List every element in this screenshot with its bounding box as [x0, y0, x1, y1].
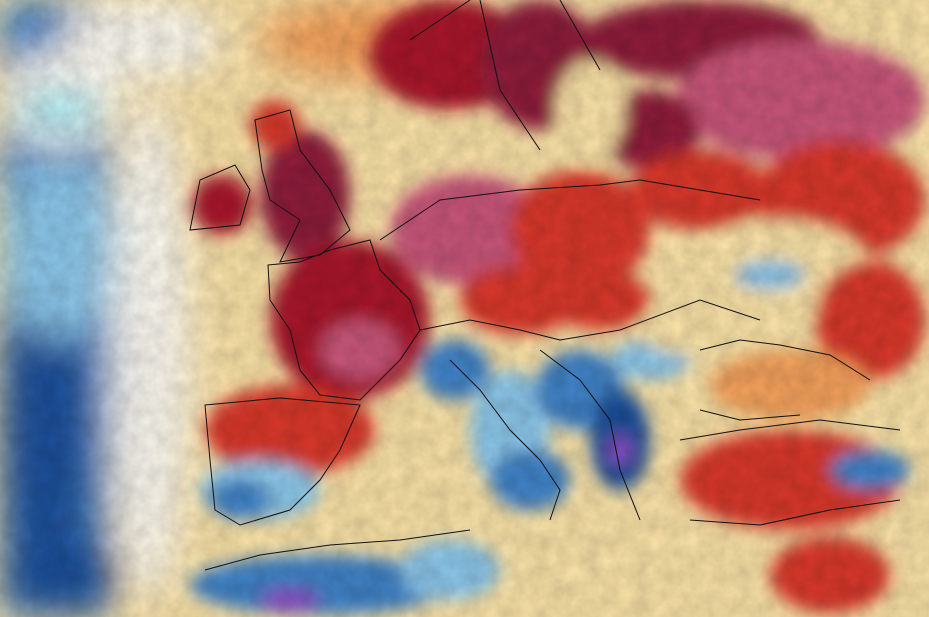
country-borders — [189, 0, 901, 571]
